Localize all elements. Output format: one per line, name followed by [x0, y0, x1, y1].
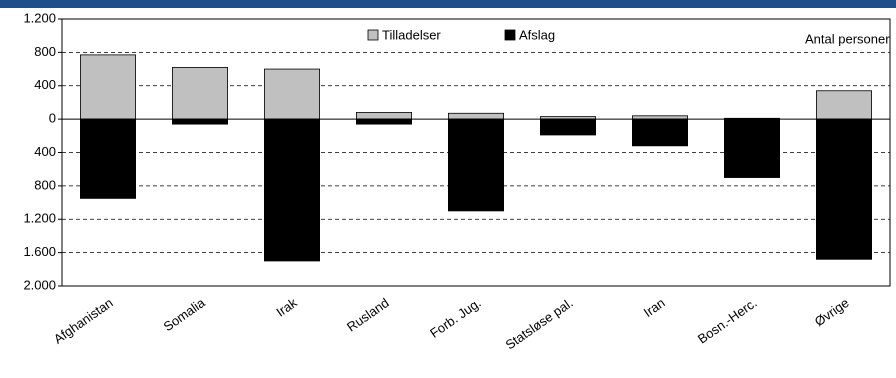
y-tick-label: 800 — [34, 44, 56, 59]
x-tick-label: Rusland — [344, 295, 392, 335]
bar — [816, 90, 873, 120]
legend-label: Afslag — [519, 27, 555, 42]
x-tick-label: Somalia — [161, 295, 209, 335]
x-tick-label: Bosn.-Herc. — [695, 295, 760, 347]
y-tick-label: 800 — [34, 177, 56, 192]
bar — [355, 118, 412, 125]
bar — [355, 112, 412, 120]
bar — [632, 118, 689, 147]
bar — [80, 54, 137, 120]
bar — [540, 118, 597, 136]
bar — [447, 112, 504, 120]
legend-swatch — [367, 29, 379, 41]
bar — [632, 115, 689, 120]
x-tick-label: Irak — [273, 295, 300, 320]
x-tick-label: Statsløse pal. — [503, 295, 576, 352]
header-band — [0, 0, 896, 8]
y-tick-label: 1.200 — [23, 211, 56, 226]
bar — [80, 118, 137, 199]
annotation: Antal personer — [805, 31, 890, 46]
y-tick-label: 0 — [49, 111, 56, 126]
bar — [263, 68, 320, 120]
y-tick-label: 400 — [34, 144, 56, 159]
bar — [263, 118, 320, 262]
y-tick-label: 1.600 — [23, 244, 56, 259]
bar — [816, 118, 873, 260]
x-tick-label: Afghanistan — [51, 295, 116, 347]
x-tick-label: Iran — [641, 295, 668, 320]
x-tick-label: Øvrige — [812, 295, 852, 329]
bar — [447, 118, 504, 212]
y-tick-label: 1.200 — [23, 10, 56, 25]
legend-label: Tilladelser — [382, 27, 441, 42]
x-tick-label: Forb. Jug. — [427, 295, 484, 341]
y-tick-label: 2.000 — [23, 277, 56, 292]
plot-frame — [61, 18, 891, 287]
bar — [724, 118, 781, 178]
y-tick-label: 400 — [34, 77, 56, 92]
bar — [171, 118, 228, 125]
legend-swatch — [504, 29, 516, 41]
bar — [171, 66, 228, 120]
